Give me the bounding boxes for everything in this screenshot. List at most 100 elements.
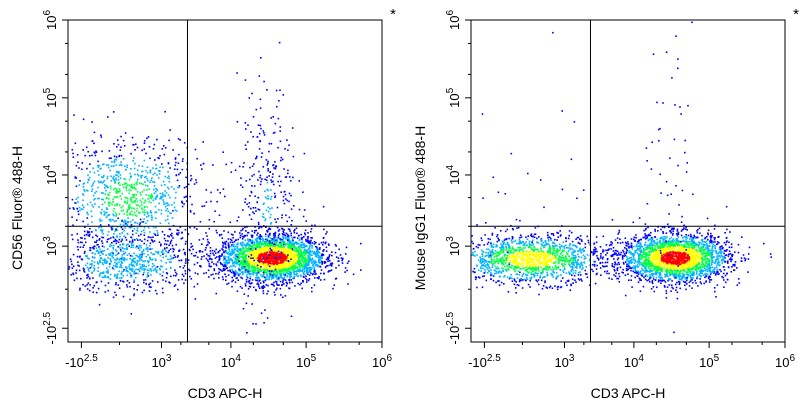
event-dot [174,207,176,209]
event-dot [135,269,137,271]
event-dot [185,258,187,260]
event-dot [293,260,295,262]
event-dot [565,241,567,243]
event-dot [129,286,131,288]
event-dot [252,251,254,253]
event-dot [252,240,254,242]
event-dot [263,254,265,256]
event-dot [346,270,348,272]
event-dot [276,288,278,290]
event-dot [201,243,203,245]
event-dot [141,150,143,152]
event-dot [139,224,141,226]
event-dot [183,283,185,285]
event-dot [245,230,247,232]
event-dot [151,270,153,272]
event-dot [125,237,127,239]
event-dot [84,238,86,240]
event-dot [263,288,265,290]
event-dot [206,201,208,203]
event-dot [342,258,344,260]
event-dot [142,264,144,266]
event-dot [86,277,88,279]
event-dot [260,265,262,267]
event-dot [209,258,211,260]
event-dot [94,253,96,255]
event-dot [97,187,99,189]
event-dot [128,193,130,195]
event-dot [272,238,274,240]
event-dot [115,294,117,296]
event-dot [117,246,119,248]
event-dot [229,250,231,252]
event-dot [264,179,266,181]
event-dot [245,247,247,249]
event-dot [269,234,271,236]
event-dot [263,257,265,259]
event-dot [286,139,288,141]
event-dot [116,235,118,237]
event-dot [245,79,247,81]
event-dot [127,280,129,282]
event-dot [507,276,509,278]
event-dot [185,243,187,245]
event-dot [287,239,289,241]
event-dot [159,273,161,275]
event-dot [232,265,234,267]
event-dot [156,168,158,170]
event-dot [278,235,280,237]
event-dot [172,245,174,247]
event-dot [264,309,266,311]
event-dot [125,179,127,181]
event-dot [154,212,156,214]
event-dot [140,194,142,196]
event-dot [92,184,94,186]
event-dot [264,280,266,282]
event-dot [289,247,291,249]
event-dot [243,259,245,261]
event-dot [185,229,187,231]
event-dot [96,282,98,284]
event-dot [169,129,171,131]
event-dot [175,165,177,167]
event-dot [116,204,118,206]
event-dot [279,256,281,258]
event-dot [251,191,253,193]
event-dot [91,216,93,218]
event-dot [132,247,134,249]
event-dot [249,253,251,255]
event-dot [539,265,541,267]
event-dot [311,237,313,239]
event-dot [170,241,172,243]
event-dot [249,195,251,197]
event-dot [145,200,147,202]
event-dot [77,201,79,203]
event-dot [218,251,220,253]
event-dot [236,72,238,74]
event-dot [108,167,110,169]
event-dot [560,280,562,282]
event-dot [139,271,141,273]
event-dot [155,164,157,166]
event-dot [124,227,126,229]
event-dot [323,229,325,231]
event-dot [252,211,254,213]
event-dot [102,262,104,264]
event-dot [293,156,295,158]
event-dot [141,240,143,242]
event-dot [126,248,128,250]
event-dot [146,189,148,191]
event-dot [210,266,212,268]
event-dot [77,249,79,251]
event-dot [329,260,331,262]
event-dot [265,269,267,271]
event-dot [265,233,267,235]
event-dot [141,221,143,223]
event-dot [167,219,169,221]
event-dot [90,202,92,204]
event-dot [91,260,93,262]
event-dot [298,249,300,251]
event-dot [338,257,340,259]
event-dot [244,261,246,263]
event-dot [273,167,275,169]
